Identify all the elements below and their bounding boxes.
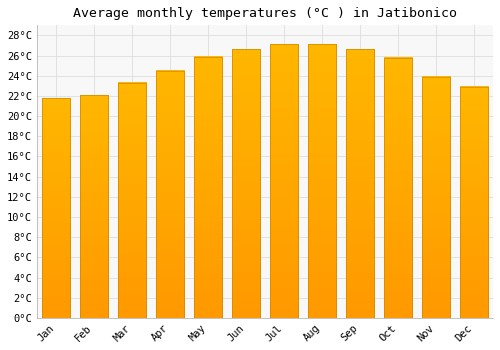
Bar — [460, 87, 488, 318]
Bar — [384, 57, 412, 318]
Bar — [346, 49, 374, 318]
Bar — [42, 98, 70, 318]
Bar — [156, 71, 184, 318]
Bar — [80, 95, 108, 318]
Bar — [194, 57, 222, 318]
Bar — [232, 49, 260, 318]
Title: Average monthly temperatures (°C ) in Jatibonico: Average monthly temperatures (°C ) in Ja… — [73, 7, 457, 20]
Bar — [422, 77, 450, 318]
Bar — [270, 44, 298, 318]
Bar — [308, 44, 336, 318]
Bar — [118, 83, 146, 318]
